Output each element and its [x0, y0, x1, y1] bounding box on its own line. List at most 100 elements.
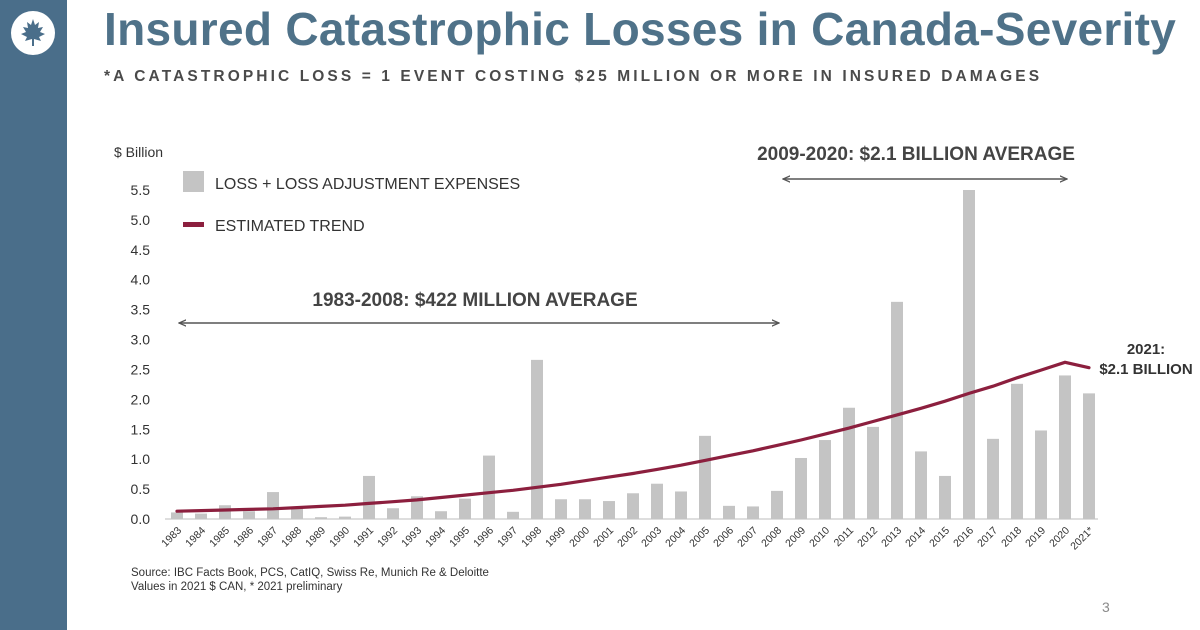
- period2-label: 2009-2020: $2.1 BILLION AVERAGE: [757, 144, 1075, 165]
- bar: [819, 440, 831, 519]
- bar: [579, 499, 591, 519]
- x-tick-label: 1991: [351, 525, 376, 550]
- source-line-2: Values in 2021 $ CAN, * 2021 preliminary: [131, 581, 343, 593]
- bar: [483, 455, 495, 519]
- page-title: Insured Catastrophic Losses in Canada-Se…: [104, 3, 1177, 55]
- trend-line: [175, 360, 1091, 513]
- bar: [771, 490, 783, 519]
- x-tick-label: 1985: [207, 525, 232, 550]
- bar: [459, 498, 471, 519]
- page-number: 3: [1102, 599, 1110, 615]
- x-tick-label: 1998: [519, 525, 544, 550]
- bar: [867, 426, 879, 519]
- legend: LOSS + LOSS ADJUSTMENT EXPENSES ESTIMATE…: [183, 171, 520, 235]
- y-tick-label: 2.0: [131, 391, 151, 407]
- x-tick-label: 2007: [735, 525, 760, 550]
- maple-leaf-icon: [21, 19, 45, 46]
- callout-line2: $2.1 BILLION: [1099, 361, 1192, 378]
- bar: [291, 507, 303, 519]
- x-tick-label: 2013: [879, 525, 904, 550]
- y-tick-label: 5.0: [131, 212, 151, 228]
- bar: [219, 505, 231, 519]
- x-tick-label: 1997: [495, 525, 520, 550]
- x-tick-label: 1989: [303, 525, 328, 550]
- x-tick-label: 2016: [951, 525, 976, 550]
- legend-swatch-trend: [183, 222, 204, 227]
- x-tick-label: 2010: [807, 525, 832, 550]
- bar: [963, 190, 975, 519]
- bar: [531, 359, 543, 519]
- bar: [339, 516, 351, 519]
- y-tick-label: 0.0: [131, 511, 151, 527]
- bar: [315, 517, 327, 519]
- x-tick-label: 2002: [615, 525, 640, 550]
- y-tick-label: 4.0: [131, 272, 151, 288]
- callout-line1: 2021:: [1127, 341, 1165, 358]
- bar: [627, 493, 639, 519]
- x-tick-label: 2005: [687, 525, 712, 550]
- x-tick-label: 2017: [975, 525, 1000, 550]
- bar: [171, 512, 183, 519]
- x-tick-label: 2019: [1023, 525, 1048, 550]
- legend-label-bars: LOSS + LOSS ADJUSTMENT EXPENSES: [215, 176, 520, 193]
- bar: [987, 438, 999, 519]
- logo-badge: [11, 11, 55, 55]
- source-line-1: Source: IBC Facts Book, PCS, CatIQ, Swis…: [131, 567, 489, 579]
- y-tick-label: 3.0: [131, 332, 151, 348]
- x-tick-label: 2021*: [1068, 525, 1096, 553]
- bar: [651, 483, 663, 519]
- side-bar: [0, 0, 67, 630]
- bar: [507, 511, 519, 519]
- x-tick-label: 1995: [447, 525, 472, 550]
- y-tick-label: 2.5: [131, 361, 151, 377]
- x-tick-label: 2003: [639, 525, 664, 550]
- bar: [795, 457, 807, 519]
- x-tick-label: 1987: [255, 525, 280, 550]
- x-tick-label: 2018: [999, 525, 1024, 550]
- bar: [843, 407, 855, 519]
- x-tick-label: 2020: [1047, 525, 1072, 550]
- bar: [747, 506, 759, 519]
- x-tick-label: 1996: [471, 525, 496, 550]
- bar: [195, 513, 207, 519]
- x-tick-label: 1983: [159, 525, 184, 550]
- x-tick-label: 1988: [279, 525, 304, 550]
- y-tick-label: 1.0: [131, 451, 151, 467]
- x-tick-label: 1992: [375, 525, 400, 550]
- bar: [411, 496, 423, 519]
- bar: [891, 301, 903, 519]
- y-tick-label: 1.5: [131, 421, 151, 437]
- y-axis-label: $ Billion: [114, 144, 163, 160]
- y-tick-label: 5.5: [131, 182, 151, 198]
- legend-swatch-bars: [183, 171, 204, 192]
- x-tick-label: 1993: [399, 525, 424, 550]
- x-tick-label: 2008: [759, 525, 784, 550]
- bar: [243, 511, 255, 519]
- bar: [915, 451, 927, 519]
- bar: [939, 475, 951, 519]
- x-tick-label: 2011: [832, 525, 857, 550]
- x-tick-label: 2004: [663, 525, 688, 550]
- x-tick-label: 1986: [231, 525, 256, 550]
- y-tick-label: 0.5: [131, 481, 151, 497]
- period1-label: 1983-2008: $422 MILLION AVERAGE: [312, 290, 637, 311]
- legend-label-trend: ESTIMATED TREND: [215, 218, 365, 235]
- bar: [675, 491, 687, 519]
- bar: [1011, 383, 1023, 519]
- x-tick-label: 2006: [711, 525, 736, 550]
- x-tick-label: 1999: [543, 525, 568, 550]
- x-tick-label: 2012: [855, 525, 880, 550]
- x-tick-label: 2001: [591, 525, 616, 550]
- bar: [1083, 393, 1095, 519]
- x-tick-label: 1984: [183, 525, 208, 550]
- x-tick-label: 1990: [327, 525, 352, 550]
- bar: [603, 501, 615, 519]
- bar: [1059, 375, 1071, 519]
- page-subtitle: *A CATASTROPHIC LOSS = 1 EVENT COSTING $…: [104, 68, 1043, 85]
- y-tick-label: 4.5: [131, 242, 151, 258]
- x-tick-label: 1994: [423, 525, 448, 550]
- bar: [1035, 430, 1047, 519]
- bar: [435, 511, 447, 519]
- y-tick-label: 3.5: [131, 302, 151, 318]
